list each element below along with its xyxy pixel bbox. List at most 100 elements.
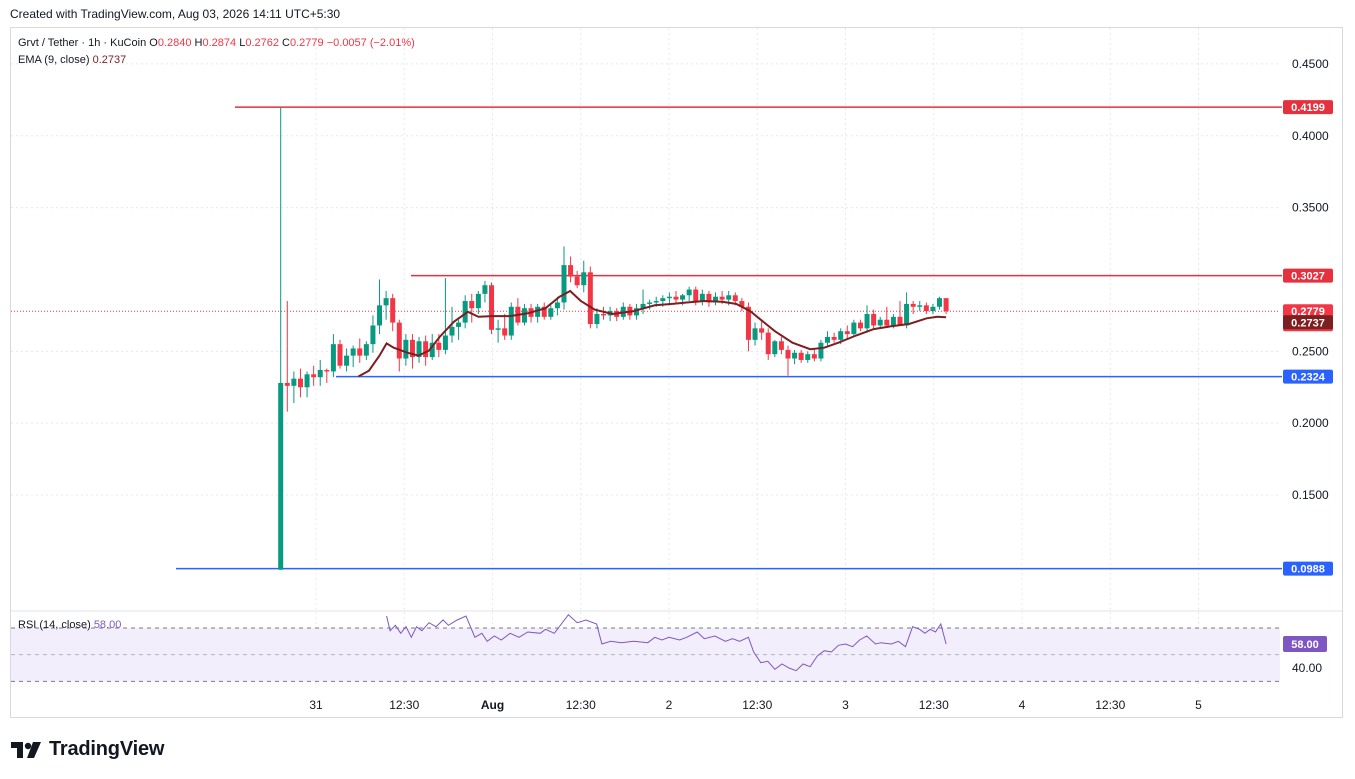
candle-body (449, 326, 455, 336)
candle-body (502, 328, 508, 336)
candle-body (726, 295, 732, 300)
candle-body (581, 272, 587, 286)
ema-tag-bg (1283, 315, 1333, 330)
high-value: 0.2874 (202, 37, 237, 49)
price-axis-label: 0.4000 (1292, 129, 1329, 143)
ema-value: 0.2737 (92, 54, 127, 66)
price-axis-label: 0.4500 (1292, 57, 1329, 71)
candle-body (568, 265, 574, 277)
time-axis-label: 5 (1195, 698, 1202, 712)
candle-body (482, 285, 488, 294)
candle-body (640, 303, 646, 309)
candle-body (680, 295, 686, 300)
brand-name: TradingView (49, 738, 165, 760)
rsi-line (386, 613, 947, 672)
candle-body (521, 308, 527, 323)
candle-body (508, 306, 514, 336)
candle-body (489, 285, 495, 330)
candle-body (390, 298, 396, 323)
candle-body (877, 319, 883, 326)
candle-body (693, 289, 699, 302)
candle-body (890, 316, 896, 326)
time-axis-label: Aug (481, 698, 504, 712)
price-axis-label: 0.2000 (1292, 416, 1329, 430)
level-tag-0.2324: 0.2324 (1291, 372, 1326, 384)
candle-body (495, 328, 501, 330)
candle-body (752, 328, 758, 340)
candle-body (686, 289, 692, 296)
candle-body (311, 374, 317, 378)
candle-body (423, 341, 429, 358)
tradingview-logo-icon (11, 741, 41, 758)
candle-body (357, 348, 363, 356)
time-axis-label: 12:30 (1095, 698, 1125, 712)
candle-body (574, 276, 580, 286)
close-label: C (282, 37, 290, 49)
symbol-row[interactable]: Grvt / Tether · 1h · KuCoin O0.2840 H0.2… (18, 35, 415, 52)
candle-body (943, 298, 949, 312)
level-tag-0.4199: 0.4199 (1291, 102, 1325, 114)
low-label: L (239, 37, 246, 49)
time-axis-label: 12:30 (389, 698, 419, 712)
candle-body (304, 374, 310, 388)
ema-row[interactable]: EMA (9, close) 0.2737 (18, 52, 415, 69)
candle-body (442, 335, 448, 350)
rsi-legend[interactable]: RSI (14, close) 58.00 (18, 619, 121, 631)
candle-body (383, 298, 389, 306)
candle-body (792, 352, 798, 359)
candle-body (857, 322, 863, 329)
candle-body (284, 382, 290, 386)
high-label: H (194, 37, 203, 49)
candle-body (363, 344, 369, 356)
candle-body (937, 298, 943, 307)
candle-body (317, 370, 323, 378)
tradingview-brand[interactable]: TradingView (11, 738, 164, 761)
time-axis-label: 3 (842, 698, 849, 712)
candle-body (713, 296, 719, 303)
candle-body (818, 342, 824, 359)
candle-body (601, 313, 607, 316)
open-value: 0.2840 (157, 37, 192, 49)
candle-body (772, 341, 778, 355)
candle-body (759, 328, 765, 333)
candle-body (917, 305, 923, 307)
low-value: 0.2762 (245, 37, 279, 49)
candle-body (851, 322, 857, 335)
rsi-axis-label: 40.00 (1292, 661, 1322, 675)
candle-body (647, 302, 653, 304)
candle-body (561, 265, 567, 303)
level-tag-0.3027: 0.3027 (1291, 271, 1325, 283)
time-axis-label: 4 (1019, 698, 1026, 712)
rsi-value: 58.00 (93, 619, 122, 631)
main-legend: Grvt / Tether · 1h · KuCoin O0.2840 H0.2… (18, 35, 415, 69)
candle-body (377, 305, 383, 326)
candle-body (456, 322, 462, 327)
price-axis-label: 0.3500 (1292, 201, 1329, 215)
candle-body (297, 378, 303, 388)
candle-body (871, 313, 877, 326)
price-axis-label: 0.2500 (1292, 344, 1329, 358)
candle-body (278, 382, 284, 570)
candle-body (825, 336, 831, 343)
ema-label: EMA (9, close) (18, 54, 90, 66)
close-value: 0.2779 (290, 37, 324, 49)
candle-body (429, 342, 435, 358)
candle-body (633, 308, 639, 316)
level-tag-0.2324-bg (1283, 369, 1333, 384)
level-tag-0.0988: 0.0988 (1291, 564, 1325, 576)
time-axis-label: 12:30 (742, 698, 772, 712)
rsi-value-tag: 58.00 (1291, 639, 1319, 651)
candle-body (897, 316, 903, 326)
time-axis-label: 2 (666, 698, 673, 712)
candle-body (541, 306, 547, 317)
candle-body (330, 344, 336, 372)
candle-body (554, 302, 560, 309)
candle-body (706, 293, 712, 303)
candle-body (844, 331, 850, 335)
candle-body (699, 293, 705, 302)
chart-frame[interactable] (10, 27, 1343, 718)
candle-body (436, 342, 442, 350)
candle-body (469, 301, 475, 309)
price-axis-label: 0.1500 (1292, 488, 1329, 502)
